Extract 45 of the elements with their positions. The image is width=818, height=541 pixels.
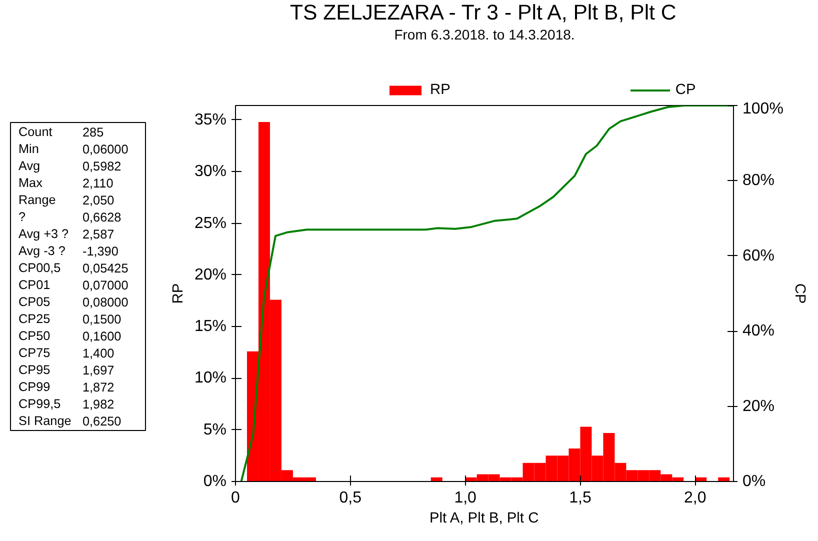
x-tick-label: 0 (231, 490, 240, 506)
text: SI Range 0,6250 (18, 414, 122, 428)
y-tick-label: 0% (203, 473, 226, 490)
text: Count 285 (18, 125, 104, 140)
y2-axis-title: CP (791, 283, 808, 304)
y2-tick-label: 20% (742, 398, 775, 415)
text: CP05 0,08000 (18, 295, 128, 310)
x-axis-title: Plt A, Plt B, Plt C (430, 510, 540, 526)
x-tick-label: 0,5 (339, 490, 362, 506)
text: CP99 1,872 (18, 380, 114, 394)
line-series (240, 106, 734, 482)
y-tick-label: 5% (203, 421, 226, 438)
text: Max 2,110 (18, 176, 114, 190)
text: CP95 1,697 (18, 363, 114, 378)
text: Avg -3 ? -1,390 (18, 244, 118, 258)
y2-tick-label: 100% (742, 100, 784, 118)
x-tick-label: 1,5 (569, 490, 592, 506)
y2-tick-label: 40% (742, 322, 775, 340)
y-tick-label: 15% (194, 318, 227, 336)
y2-tick-label: 60% (742, 247, 775, 264)
text: Min 0,06000 (18, 142, 128, 156)
chart-title: TS ZELJEZARA - Tr 3 - Plt A, Plt B, Plt C (290, 0, 676, 24)
x-tick-label: 2,0 (684, 490, 706, 506)
text: Range 2,050 (18, 193, 114, 208)
x-tick-label: 1,0 (454, 490, 477, 506)
legend-label: CP (675, 82, 696, 98)
text: CP99,5 1,982 (18, 397, 114, 412)
y-tick-label: 30% (194, 163, 227, 180)
y2-tick-label: 80% (742, 172, 775, 190)
legend-label: RP (430, 82, 450, 98)
text: Avg +3 ? 2,587 (18, 227, 114, 242)
chart-subtitle: From 6.3.2018. to 14.3.2018. (394, 26, 575, 42)
text: CP00,5 0,05425 (18, 261, 128, 276)
text: CP50 0,1600 (18, 329, 122, 344)
y-axis-title: RP (170, 283, 186, 304)
text: CP01 0,07000 (18, 278, 128, 292)
text: CP75 1,400 (18, 346, 114, 360)
y-tick-label: 20% (194, 266, 227, 284)
text: Avg 0,5982 (18, 159, 122, 174)
text: CP25 0,1500 (18, 312, 122, 326)
y2-tick-label: 0% (742, 473, 766, 490)
y-tick-label: 25% (194, 214, 227, 232)
text: ? 0,6628 (18, 210, 122, 224)
y-tick-label: 10% (194, 370, 227, 387)
y-tick-label: 35% (194, 111, 227, 128)
